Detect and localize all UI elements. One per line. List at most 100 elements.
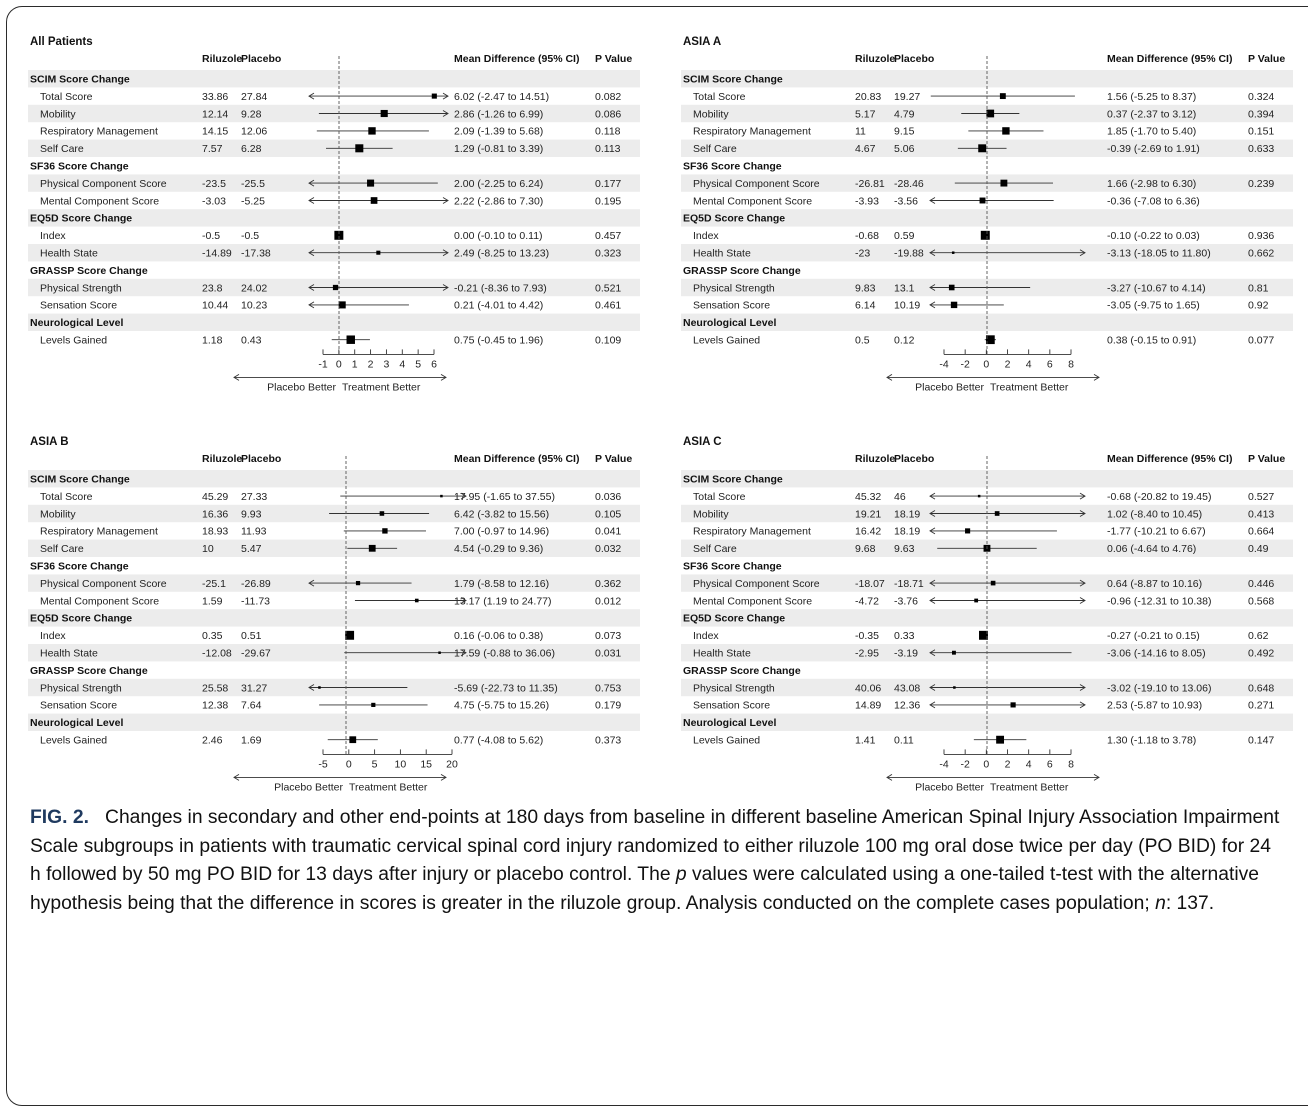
p2-g2-r0-estimate [980, 230, 990, 240]
p2-group-3-header: GRASSP Score Change [683, 265, 801, 277]
p3-g1-r0-estimate [355, 580, 361, 586]
p1-g2-r1-arrow-right [442, 249, 449, 257]
p3-g1-r0-arrow-left [308, 579, 315, 587]
p4-g3-r1-label: Sensation Score [693, 700, 770, 712]
p2-g0-r2-placebo: 9.15 [894, 126, 915, 138]
p1-g0-r1-estimate [380, 109, 388, 118]
p1-g0-r0-arrow-right [442, 92, 449, 100]
p2-direction-arrow-left [886, 374, 893, 381]
p3-g2-r0-estimate [345, 630, 355, 640]
p3-group-3-header: GRASSP Score Change [30, 665, 148, 677]
p1-g1-r0-p: 0.177 [595, 178, 621, 190]
p2-g4-r0-ci: 0.38 (-0.15 to 0.91) [1107, 335, 1196, 347]
p1-g0-r3-ci: 1.29 (-0.81 to 3.39) [454, 143, 543, 155]
p3-g0-r0-placebo: 27.33 [241, 491, 267, 503]
p4-g3-r0-p: 0.648 [1248, 682, 1274, 694]
p1-g1-r1-arrow-right [442, 197, 449, 204]
p2-g3-r0-ci: -3.27 (-10.67 to 4.14) [1107, 282, 1206, 294]
p1-g0-r1-p: 0.086 [595, 108, 621, 120]
p4-col-p-value: P Value [1248, 453, 1285, 465]
p4-g1-r0-riluzole: -18.07 [855, 578, 885, 590]
p4-direction-arrow-left [886, 774, 893, 781]
p2-g3-r1-riluzole: 6.14 [855, 300, 876, 312]
p2-g0-r3-ci: -0.39 (-2.69 to 1.91) [1107, 143, 1200, 155]
p2-g0-r1-ci: 0.37 (-2.37 to 3.12) [1107, 108, 1196, 120]
p3-g2-r1-riluzole: -12.08 [202, 648, 232, 660]
p4-g3-r1-ci: 2.53 (-5.87 to 10.93) [1107, 700, 1202, 712]
p1-tick-label: 6 [431, 358, 437, 370]
p4-g1-r1-estimate [974, 598, 979, 603]
p1-treatment-better: Treatment Better [342, 381, 421, 393]
p1-group-1-header: SF36 Score Change [30, 161, 129, 173]
p3-g0-r3-p: 0.032 [595, 543, 621, 555]
p3-g1-r1-p: 0.012 [595, 595, 621, 607]
p3-row-band [28, 713, 640, 731]
p1-g3-r1-riluzole: 10.44 [202, 300, 228, 312]
p3-col-p-value: P Value [595, 453, 632, 465]
p3-g0-r3-riluzole: 10 [202, 543, 214, 555]
p2-g2-r1-riluzole: -23 [855, 248, 870, 260]
p2-g3-r1-ci: -3.05 (-9.75 to 1.65) [1107, 300, 1200, 312]
p1-g2-r1-estimate [376, 250, 381, 255]
p2-g3-r0-estimate [948, 284, 955, 291]
p3-col-placebo: Placebo [241, 453, 281, 465]
p1-col-mean-difference: Mean Difference (95% CI) [454, 53, 579, 65]
p3-g0-r3-estimate [368, 544, 376, 552]
p2-g0-r2-riluzole: 11 [855, 126, 866, 138]
p4-g0-r0-estimate [977, 494, 981, 498]
p2-g0-r3-placebo: 5.06 [894, 143, 915, 155]
p4-direction-arrow-right [1093, 774, 1100, 781]
p1-g0-r0-placebo: 27.84 [241, 91, 267, 103]
p4-tick-label: -4 [939, 758, 948, 770]
p1-col-placebo: Placebo [241, 53, 281, 65]
p4-g3-r0-label: Physical Strength [693, 682, 775, 694]
p4-g4-r0-placebo: 0.11 [894, 735, 914, 747]
p1-g1-r0-arrow-left [308, 179, 315, 187]
p2-g3-r0-p: 0.81 [1248, 282, 1269, 294]
p3-group-2-header: EQ5D Score Change [30, 613, 132, 625]
p4-g4-r0-estimate [996, 735, 1005, 744]
p2-g3-r0-label: Physical Strength [693, 282, 775, 294]
p1-g3-r0-arrow-right [442, 284, 449, 291]
p4-placebo-better: Placebo Better [915, 781, 984, 793]
p4-g0-r2-estimate [965, 528, 971, 534]
p2-g2-r0-p: 0.936 [1248, 230, 1274, 242]
p4-tick-label: -2 [960, 758, 969, 770]
p3-tick-label: 15 [420, 758, 432, 770]
p1-col-riluzole: Riluzole [202, 53, 242, 65]
p3-g0-r0-riluzole: 45.29 [202, 491, 228, 503]
p4-g0-r0-arrow-left [929, 492, 936, 500]
p4-tick-label: 4 [1026, 758, 1032, 770]
p3-row-band [28, 539, 640, 557]
p1-g1-r1-placebo: -5.25 [241, 195, 265, 207]
p3-g1-r1-arrow-right [460, 597, 467, 604]
p3-g1-r1-estimate [414, 598, 419, 603]
p4-g1-r0-estimate [990, 580, 996, 586]
p1-g2-r1-placebo: -17.38 [241, 248, 271, 260]
p1-group-0-header: SCIM Score Change [30, 74, 130, 86]
p1-g2-r1-ci: 2.49 (-8.25 to 13.23) [454, 248, 549, 260]
p2-g1-r1-placebo: -3.56 [894, 195, 918, 207]
p1-g1-r1-ci: 2.22 (-2.86 to 7.30) [454, 195, 543, 207]
p3-g1-r0-p: 0.362 [595, 578, 621, 590]
p4-g1-r1-ci: -0.96 (-12.31 to 10.38) [1107, 595, 1211, 607]
p3-g0-r2-riluzole: 18.93 [202, 526, 228, 538]
p3-g2-r0-riluzole: 0.35 [202, 630, 223, 642]
p4-tick-label: 6 [1047, 758, 1053, 770]
p4-g1-r0-ci: 0.64 (-8.87 to 10.16) [1107, 578, 1202, 590]
p1-g2-r0-placebo: -0.5 [241, 230, 259, 242]
p1-g3-r0-estimate [332, 284, 339, 291]
p2-g0-r3-riluzole: 4.67 [855, 143, 876, 155]
p4-g0-r3-p: 0.49 [1248, 543, 1269, 555]
p4-g0-r1-placebo: 18.19 [894, 508, 920, 520]
p4-col-riluzole: Riluzole [855, 453, 895, 465]
p1-g3-r0-riluzole: 23.8 [202, 282, 223, 294]
p4-treatment-better: Treatment Better [990, 781, 1069, 793]
p2-tick-label: 2 [1005, 358, 1011, 370]
p3-g4-r0-riluzole: 2.46 [202, 735, 223, 747]
p3-g0-r0-ci: 17.95 (-1.65 to 37.55) [454, 491, 555, 503]
p3-g2-r1-placebo: -29.67 [241, 648, 271, 660]
p1-g3-r1-ci: 0.21 (-4.01 to 4.42) [454, 300, 543, 312]
p1-g2-r0-riluzole: -0.5 [202, 230, 220, 242]
p3-g0-r0-arrow-right [460, 492, 467, 500]
